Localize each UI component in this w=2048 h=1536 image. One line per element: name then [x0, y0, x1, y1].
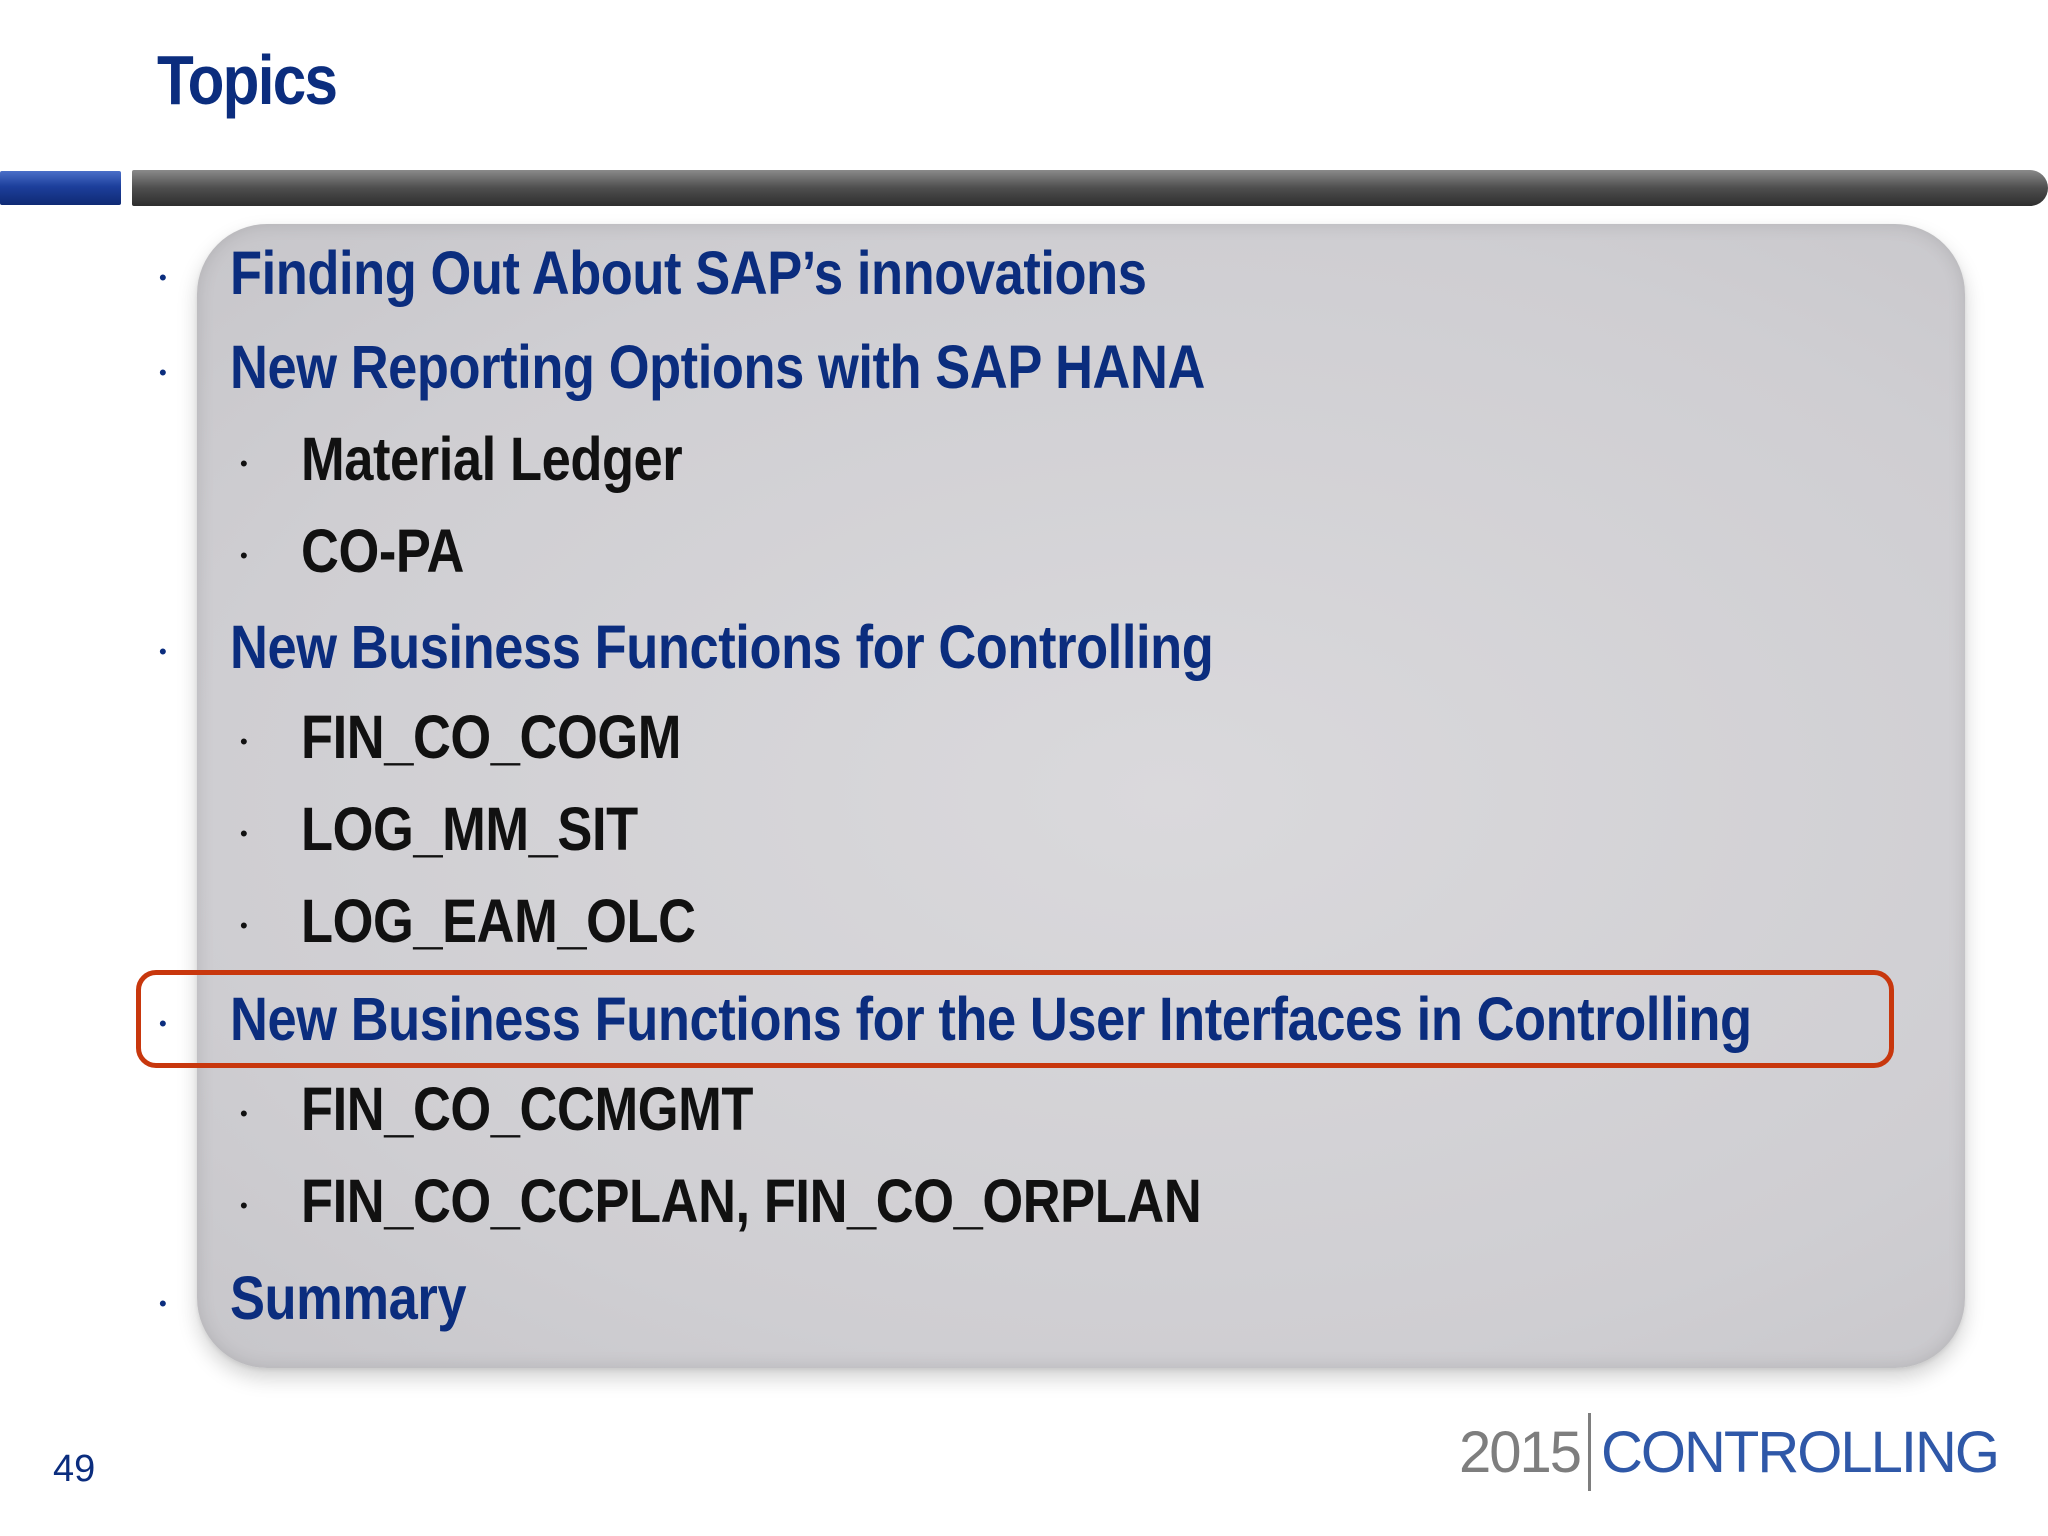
bullet-icon: •: [240, 1193, 248, 1218]
bullet-icon: •: [240, 729, 248, 754]
subtopic-co-pa: CO-PA: [301, 517, 464, 585]
bullet-icon: •: [159, 360, 167, 385]
bullet-icon: •: [240, 451, 248, 476]
bullet-icon: •: [240, 913, 248, 938]
bullet-icon: •: [159, 1291, 167, 1316]
subtopic-fin-co-cogm: FIN_CO_COGM: [301, 703, 682, 771]
slide-title: Topics: [157, 41, 338, 119]
topic-ui-business-functions: New Business Functions for the User Inte…: [230, 985, 1752, 1053]
bullet-icon: •: [240, 1101, 248, 1126]
event-logo: 2015 CONTROLLING: [1459, 1412, 2000, 1492]
subtopic-log-mm-sit: LOG_MM_SIT: [301, 795, 638, 863]
bullet-icon: •: [240, 543, 248, 568]
subtopic-log-eam-olc: LOG_EAM_OLC: [301, 887, 696, 955]
title-accent-bar: [0, 171, 121, 205]
topic-finding-out-innovations: Finding Out About SAP’s innovations: [230, 239, 1147, 307]
highlight-frame: [136, 970, 1894, 1068]
bullet-icon: •: [159, 265, 167, 290]
topics-panel: [197, 224, 1965, 1368]
title-divider-bar: [132, 170, 2048, 206]
subtopic-fin-co-ccplan: FIN_CO_CCPLAN, FIN_CO_ORPLAN: [301, 1167, 1202, 1235]
bullet-icon: •: [159, 1011, 167, 1036]
page-number: 49: [53, 1448, 96, 1490]
topic-new-reporting-options: New Reporting Options with SAP HANA: [230, 333, 1205, 401]
topic-summary: Summary: [230, 1264, 467, 1332]
subtopic-fin-co-ccmgmt: FIN_CO_CCMGMT: [301, 1075, 753, 1143]
subtopic-material-ledger: Material Ledger: [301, 425, 683, 493]
logo-year: 2015: [1459, 1419, 1582, 1485]
logo-word: CONTROLLING: [1601, 1419, 2000, 1485]
bullet-icon: •: [159, 639, 167, 664]
bullet-icon: •: [240, 821, 248, 846]
topic-new-business-functions: New Business Functions for Controlling: [230, 613, 1214, 681]
logo-divider: [1588, 1413, 1592, 1491]
